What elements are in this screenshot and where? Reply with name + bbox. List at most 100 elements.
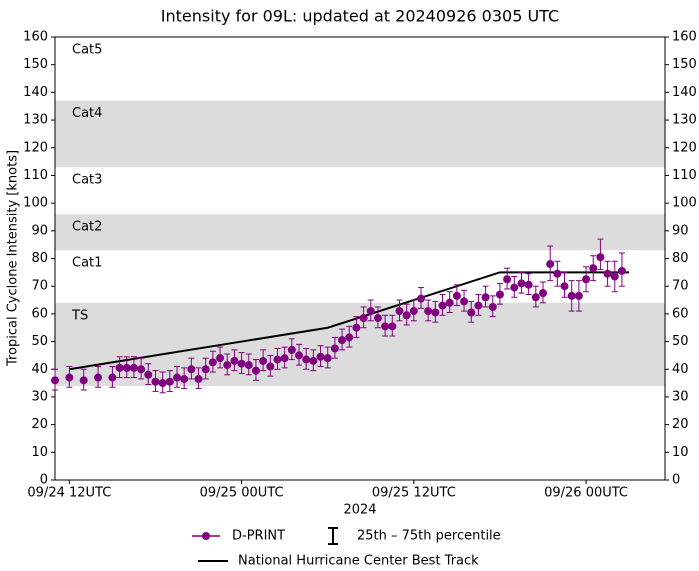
legend-label: 25th – 75th percentile [357, 529, 501, 544]
dprint-point [122, 363, 131, 372]
dprint-point [165, 377, 174, 386]
y-tick-label: 80 [31, 251, 48, 266]
y-tick-label: 70 [31, 279, 48, 294]
y2-tick-label: 50 [672, 334, 689, 349]
legend-marker [202, 532, 210, 540]
dprint-point [539, 289, 547, 298]
y-tick-label: 50 [31, 334, 48, 349]
chart-title: Intensity for 09L: updated at 20240926 0… [161, 7, 559, 26]
dprint-point [488, 302, 497, 311]
dprint-point [531, 293, 540, 302]
y2-tick-label: 120 [672, 140, 697, 155]
category-label: Cat5 [72, 43, 102, 58]
dprint-point [187, 365, 196, 374]
dprint-point [108, 373, 117, 382]
y-tick-label: 120 [23, 140, 48, 155]
dprint-point [302, 355, 311, 364]
dprint-point [115, 363, 124, 372]
dprint-point [223, 361, 232, 370]
dprint-point [280, 354, 289, 363]
dprint-point [617, 266, 626, 275]
dprint-point [460, 297, 469, 306]
y-tick-label: 140 [23, 85, 48, 100]
dprint-point [323, 354, 332, 363]
dprint-point [474, 301, 483, 310]
y-axis-label: Tropical Cyclone Intensity [knots] [6, 150, 21, 367]
dprint-point [424, 307, 433, 316]
y2-tick-label: 40 [672, 362, 689, 377]
x-tick-label: 09/25 12UTC [372, 486, 456, 501]
dprint-point [503, 275, 512, 284]
y2-tick-label: 160 [672, 30, 697, 45]
dprint-point [251, 366, 260, 375]
dprint-point [417, 294, 425, 303]
dprint-point [589, 264, 598, 273]
dprint-point [388, 322, 397, 331]
y-tick-label: 110 [23, 168, 48, 183]
y-tick-label: 150 [23, 57, 48, 72]
dprint-point [445, 298, 454, 307]
dprint-point [79, 376, 88, 385]
dprint-point [345, 333, 354, 342]
x-tick-label: 09/24 12UTC [27, 486, 111, 501]
dprint-point [65, 373, 74, 382]
dprint-point [180, 374, 189, 383]
y-tick-label: 20 [31, 417, 48, 432]
dprint-point [137, 365, 146, 374]
dprint-point [381, 322, 390, 331]
category-label: Cat1 [72, 256, 102, 271]
y2-tick-label: 90 [672, 223, 689, 238]
dprint-point [517, 279, 526, 288]
y-tick-label: 60 [31, 306, 48, 321]
dprint-point [173, 373, 181, 382]
dprint-point [266, 362, 275, 371]
dprint-point [373, 314, 382, 323]
dprint-point [582, 275, 591, 284]
dprint-point [610, 272, 619, 281]
y2-tick-label: 130 [672, 113, 697, 128]
category-label: TS [71, 308, 88, 323]
y2-tick-label: 60 [672, 306, 689, 321]
dprint-point [295, 351, 303, 360]
dprint-point [338, 336, 347, 345]
dprint-point [352, 323, 361, 332]
dprint-point [51, 376, 59, 385]
category-band [55, 214, 665, 251]
dprint-point [560, 282, 569, 291]
dprint-point [524, 280, 533, 289]
y2-tick-label: 150 [672, 57, 697, 72]
dprint-point [402, 311, 411, 320]
dprint-point [151, 377, 160, 386]
y-tick-label: 100 [23, 196, 48, 211]
dprint-point [237, 359, 246, 368]
y2-tick-label: 140 [672, 85, 697, 100]
y-tick-label: 0 [40, 473, 48, 488]
dprint-point [467, 308, 476, 317]
y2-tick-label: 0 [672, 473, 680, 488]
dprint-point [603, 269, 612, 278]
dprint-point [510, 283, 519, 292]
x-axis-label: 2024 [343, 503, 376, 518]
y-tick-label: 160 [23, 30, 48, 45]
category-band [55, 100, 665, 168]
dprint-point [546, 260, 555, 269]
dprint-point [452, 291, 461, 300]
dprint-point [201, 365, 210, 374]
y2-tick-label: 110 [672, 168, 697, 183]
category-label: Cat3 [72, 173, 102, 188]
dprint-point [366, 307, 375, 316]
dprint-point [208, 358, 217, 367]
category-label: Cat2 [72, 220, 102, 235]
dprint-point [158, 379, 167, 388]
dprint-point [287, 345, 296, 354]
dprint-point [481, 293, 490, 302]
dprint-point [431, 308, 440, 317]
dprint-point [230, 356, 239, 365]
y-tick-label: 90 [31, 223, 48, 238]
dprint-point [495, 290, 504, 299]
y-tick-label: 40 [31, 362, 48, 377]
y2-tick-label: 80 [672, 251, 689, 266]
dprint-point [309, 356, 318, 365]
y-tick-label: 130 [23, 113, 48, 128]
